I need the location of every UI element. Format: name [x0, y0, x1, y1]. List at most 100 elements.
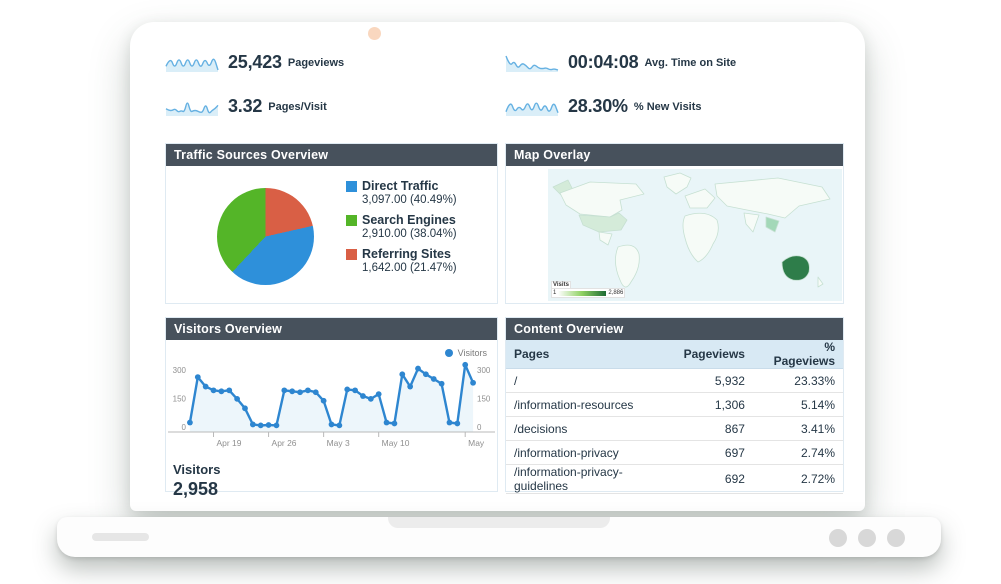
visitors-point [415, 365, 421, 372]
panel-title: Map Overlay [506, 144, 843, 166]
visitors-point [242, 405, 248, 412]
metric-value: 25,423 [228, 51, 282, 72]
base-dot-icon [829, 529, 847, 547]
metric-value: 28.30% [568, 95, 628, 116]
table-row: /information-resources 1,306 5.14% [506, 392, 843, 417]
visitors-point [336, 422, 343, 429]
base-dots [829, 529, 905, 547]
page-link[interactable]: /decisions [506, 416, 676, 441]
x-axis-label: May 10 [382, 438, 410, 448]
pageviews-value: 1,306 [675, 392, 753, 417]
camera-dot-icon [368, 27, 381, 40]
sparkline-line [165, 102, 219, 114]
visitors-point [320, 397, 327, 404]
visitors-point [360, 393, 366, 399]
panel-title: Traffic Sources Overview [166, 144, 497, 166]
metric-label: % New Visits [633, 101, 702, 113]
continent-europe [684, 188, 716, 209]
table-row: / 5,932 23.33% [506, 368, 843, 393]
map-legend-gradient [558, 290, 607, 296]
y-axis-label: 0 [477, 423, 482, 432]
y-axis-label: 150 [477, 394, 491, 403]
visitors-point [265, 422, 272, 428]
visitors-point [273, 422, 280, 429]
sparkline-icon [505, 95, 559, 117]
sparkline-icon [165, 95, 219, 117]
visitors-point [383, 419, 390, 426]
col-pageviews: Pageviews [675, 340, 753, 369]
y-axis-label: 300 [477, 366, 491, 375]
page-link[interactable]: /information-privacy [506, 440, 676, 465]
page-link[interactable]: /information-privacy-guidelines [506, 464, 676, 494]
pct-value: 23.33% [752, 368, 843, 393]
sparkline-area [166, 103, 218, 116]
visitors-point [407, 383, 414, 390]
visitors-point [202, 383, 209, 390]
visitors-point [438, 380, 445, 387]
col-pct-pageviews: % Pageviews [752, 340, 843, 369]
map-legend: Visits 1 2,886 [551, 281, 626, 298]
sparkline-icon [505, 51, 559, 73]
visitors-point [446, 419, 453, 426]
visitors-point [297, 389, 303, 396]
map-legend-min: 1 [553, 290, 557, 296]
pct-value: 5.14% [752, 392, 843, 417]
pageviews-value: 692 [675, 464, 753, 494]
metric-label: Pageviews [287, 57, 345, 69]
continent-asia [714, 177, 831, 219]
visitors-point [422, 371, 429, 378]
visitors-point [391, 420, 398, 427]
y-axis-label: 150 [173, 394, 187, 403]
panel-title: Visitors Overview [166, 318, 497, 340]
legend-label: Referring Sites [362, 247, 451, 261]
sparkline-line [165, 58, 219, 71]
continent-greenland [663, 172, 692, 195]
visitors-point [249, 421, 256, 428]
visitors-summary-label: Visitors [173, 462, 221, 477]
legend-swatch-icon [346, 214, 357, 226]
visitors-point [430, 376, 437, 382]
metric-label: Pages/Visit [268, 101, 327, 113]
table-header-row: Pages Pageviews % Pageviews [506, 340, 843, 369]
visitors-point [344, 386, 351, 393]
sparkline-icon [165, 51, 219, 73]
pct-value: 2.72% [752, 464, 843, 494]
base-dot-icon [887, 529, 905, 547]
x-axis-label: May 3 [327, 438, 350, 448]
legend-label: Search Engines [362, 213, 456, 227]
traffic-legend: Direct Traffic 3,097.00 (40.49%) Search … [346, 179, 457, 281]
continent-south-america [615, 244, 640, 288]
sparkline-line [505, 55, 559, 71]
visitors-summary-value: 2,958 [173, 479, 219, 499]
legend-label: Visitors [457, 348, 487, 358]
map-legend-title: Visits [551, 281, 571, 288]
table-row: /information-privacy 697 2.74% [506, 440, 843, 465]
page-link[interactable]: / [506, 368, 676, 393]
legend-value: 3,097.00 (40.49%) [362, 194, 457, 206]
page-link[interactable]: /information-resources [506, 392, 676, 417]
legend-dot-icon [444, 349, 453, 357]
legend-item-direct-traffic: Direct Traffic 3,097.00 (40.49%) [346, 179, 457, 206]
traffic-pie-chart [217, 188, 314, 285]
content-table: Pages Pageviews % Pageviews / 5,932 23.3… [506, 340, 843, 494]
visitors-point [305, 387, 311, 394]
visitors-point [234, 395, 241, 402]
region-southeast-asia [765, 216, 780, 233]
x-axis-label: Apr 26 [272, 438, 297, 448]
table-row: /decisions 867 3.41% [506, 416, 843, 441]
panel-traffic-sources: Traffic Sources Overview Direct Traffic … [165, 143, 498, 304]
metric-pageviews: 25,423 Pageviews [165, 47, 498, 77]
x-axis-label: May [468, 438, 485, 448]
world-map-svg [548, 169, 842, 301]
visitors-point [312, 389, 319, 396]
visitors-point [226, 387, 233, 394]
visitors-legend: Visitors [444, 348, 487, 358]
metric-value: 3.32 [228, 95, 263, 116]
world-map: Visits 1 2,886 [548, 169, 842, 301]
visitors-point [454, 420, 461, 427]
panel-title: Content Overview [506, 318, 843, 340]
pageviews-value: 867 [675, 416, 753, 441]
legend-swatch-icon [346, 180, 357, 192]
visitors-point [289, 388, 296, 395]
visitors-summary: Visitors 2,958 [173, 462, 497, 500]
